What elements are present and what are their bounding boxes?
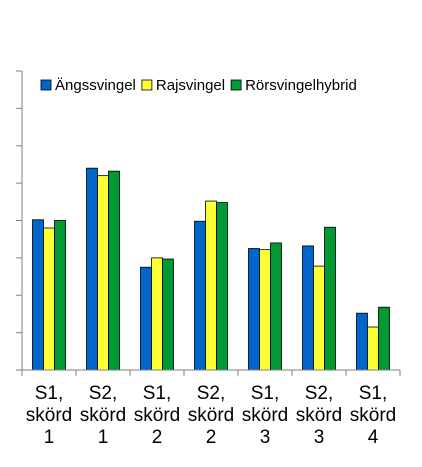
x-tick-label-line: S1, [143,383,172,404]
bars [32,167,390,371]
bar [205,200,217,371]
legend-label: Rajsvingel [156,77,225,94]
x-tick-label-line: 3 [260,427,271,448]
legend-label: Ängssvingel [55,77,136,94]
legend-swatch [40,79,52,91]
bar [270,242,282,371]
legend-swatch [230,79,242,91]
x-tick-label-line: 1 [44,427,55,448]
bar [86,167,98,371]
x-tick-label-line: S1, [251,383,280,404]
bar [324,226,336,371]
x-tick-label-line: S2, [197,383,226,404]
bar [194,220,206,371]
x-tick-label: S2, skörd 3 [296,383,342,448]
x-tick-label-line: 3 [314,427,325,448]
x-tick-label-line: S1, [359,383,388,404]
x-tick-label-line: skörd [188,405,234,426]
bar [313,265,325,371]
legend-swatch [141,79,153,91]
bar [97,175,109,371]
bar [162,258,174,371]
bar [32,219,44,371]
x-tick-label: S1, skörd 2 [134,383,180,448]
bar [151,257,163,371]
x-tick-label-line: S2, [89,383,118,404]
bar [43,227,55,371]
x-tick-label-line: 2 [206,427,217,448]
bar [54,220,66,371]
x-tick-label-line: 4 [368,427,379,448]
bar [140,266,152,371]
x-tick-label-line: skörd [296,405,342,426]
bar [259,249,271,371]
x-tick-label: S2, skörd 1 [80,383,126,448]
x-tick-label-line: S1, [35,383,64,404]
x-tick-label-line: skörd [80,405,126,426]
x-tick-label-line: skörd [134,405,180,426]
x-tick-label-line: 1 [98,427,109,448]
x-tick-label-line: 2 [152,427,163,448]
bar [378,306,390,371]
legend-label: Rörsvingelhybrid [245,77,357,94]
bar [216,202,228,371]
bar [367,326,379,371]
x-tick-label-line: S2, [305,383,334,404]
x-tick-label: S1, skörd 1 [26,383,72,448]
legend: Ängssvingel Rajsvingel Rörsvingelhybrid [40,77,357,94]
x-tick-label-line: skörd [26,405,72,426]
bar [356,312,368,371]
bar [248,248,260,371]
x-tick-label: S2, skörd 2 [188,383,234,448]
x-tick-label-line: skörd [242,405,288,426]
x-axis-tick-labels: S1, skörd 1S2, skörd 1S1, skörd 2S2, skörd 2S1, s… [26,383,396,448]
bar [302,245,314,371]
axes [16,70,401,376]
bar [108,170,120,371]
x-tick-label-line: skörd [350,405,396,426]
x-tick-label: S1, skörd 3 [242,383,288,448]
x-tick-label: S1, skörd 4 [350,383,396,448]
